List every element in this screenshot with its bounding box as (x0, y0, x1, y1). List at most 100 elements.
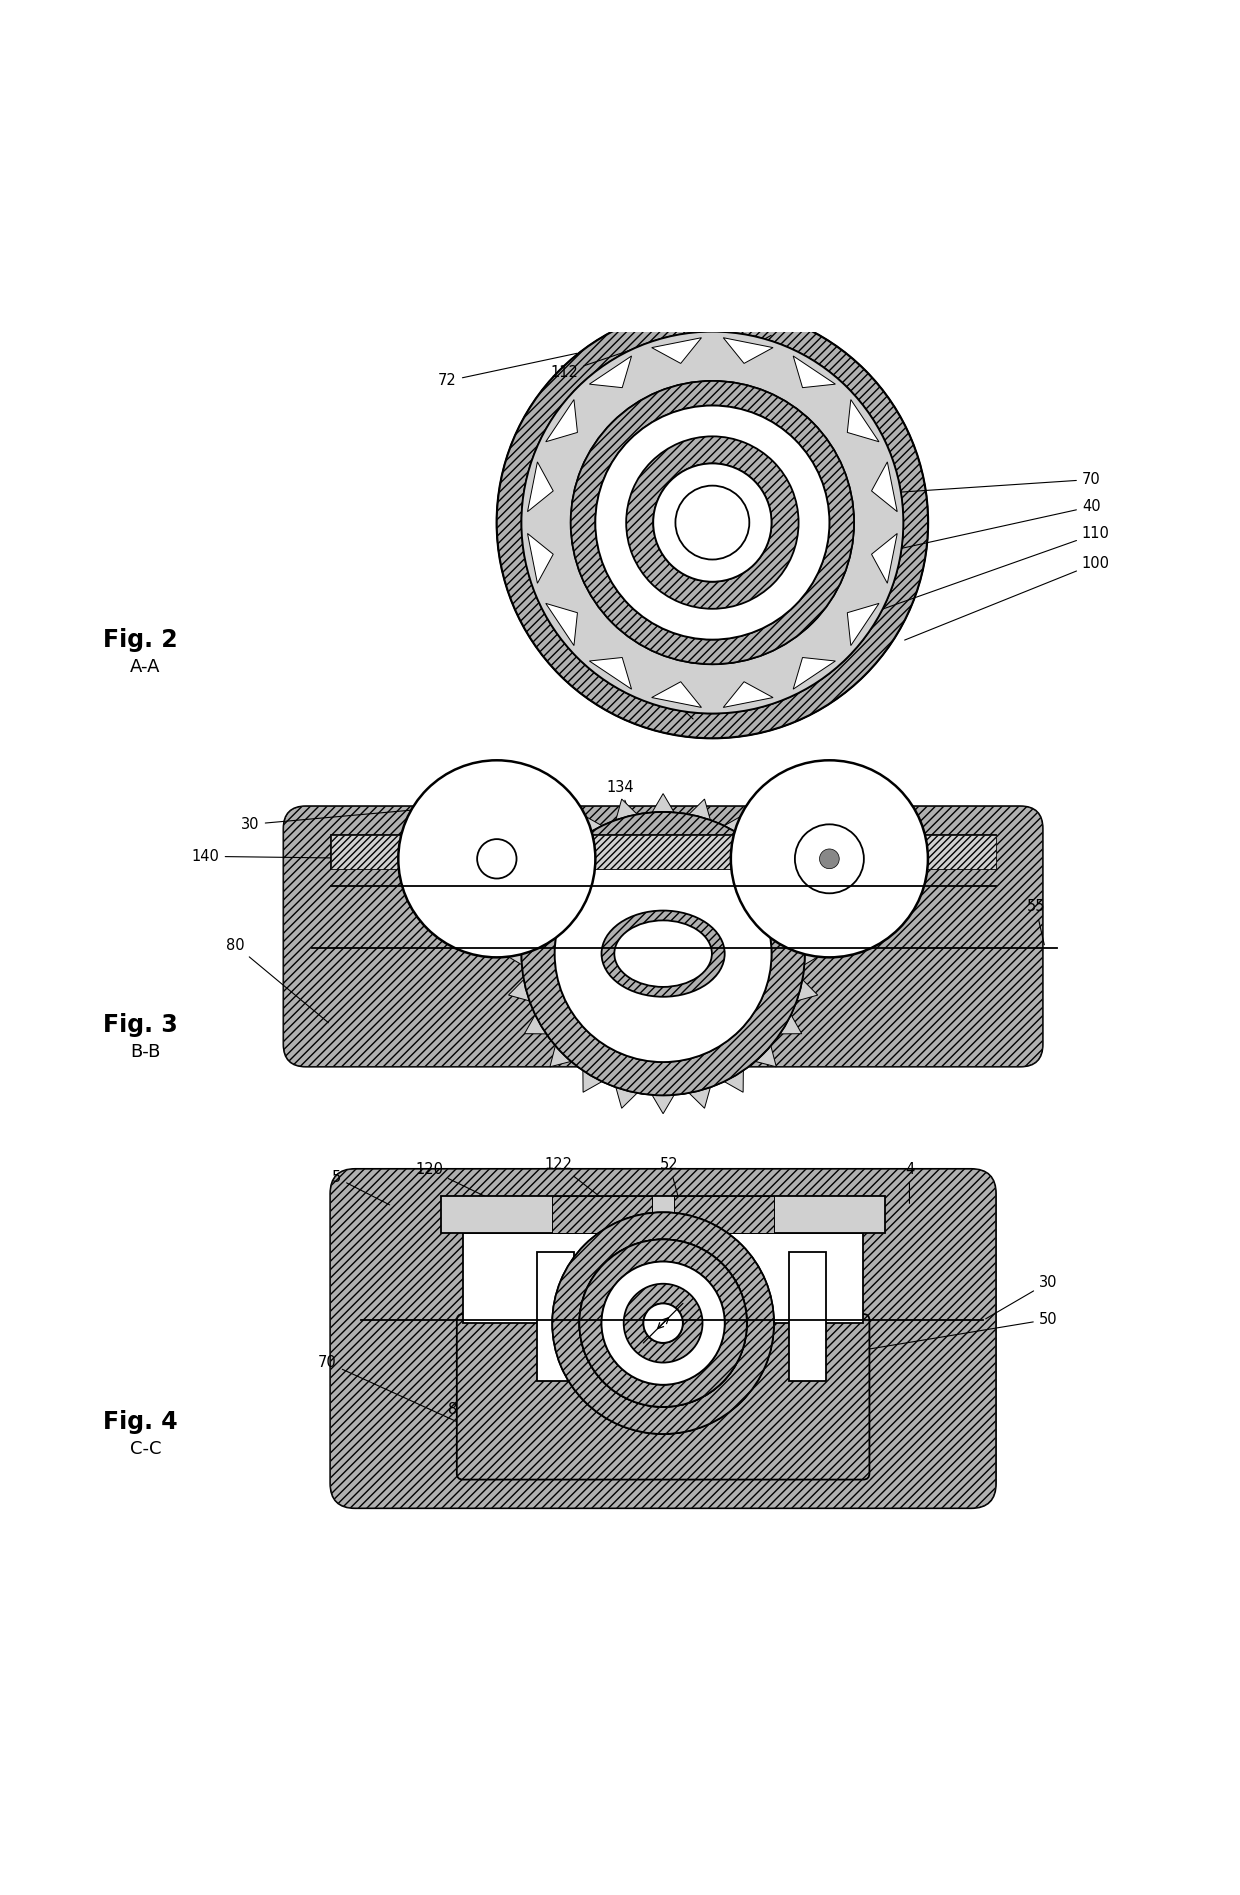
Polygon shape (546, 603, 578, 646)
Polygon shape (527, 462, 553, 512)
Bar (331, 836, 996, 870)
Polygon shape (652, 1095, 675, 1114)
Circle shape (579, 1239, 746, 1406)
Bar (331, 836, 996, 870)
FancyBboxPatch shape (331, 1169, 996, 1508)
Polygon shape (583, 815, 603, 838)
Text: 30: 30 (537, 1010, 611, 1031)
Polygon shape (652, 682, 702, 707)
Circle shape (570, 381, 854, 665)
Text: 40: 40 (828, 498, 1101, 565)
Text: 120: 120 (415, 1162, 521, 1213)
Polygon shape (675, 1196, 774, 1234)
Text: 122: 122 (544, 1156, 621, 1213)
Polygon shape (805, 942, 823, 965)
Polygon shape (549, 1046, 572, 1067)
Polygon shape (616, 1088, 637, 1109)
Polygon shape (794, 356, 836, 388)
Circle shape (644, 1304, 683, 1344)
Ellipse shape (614, 921, 712, 987)
Circle shape (497, 307, 928, 739)
Circle shape (522, 813, 805, 1095)
Text: 112: 112 (551, 337, 670, 379)
Ellipse shape (601, 911, 724, 997)
Text: A-A: A-A (130, 658, 160, 677)
Polygon shape (689, 800, 711, 821)
Polygon shape (755, 1046, 776, 1067)
Text: 80: 80 (226, 938, 329, 1023)
Circle shape (676, 485, 749, 559)
Text: Fig. 4: Fig. 4 (103, 1410, 177, 1435)
Text: 116: 116 (708, 335, 771, 370)
Text: 51: 51 (635, 1010, 697, 1031)
Text: B-B: B-B (130, 1042, 160, 1061)
Circle shape (820, 849, 839, 868)
Polygon shape (525, 1014, 547, 1035)
Polygon shape (780, 1014, 802, 1035)
Polygon shape (525, 874, 547, 893)
Polygon shape (796, 980, 817, 1001)
Text: 112: 112 (619, 618, 725, 707)
Text: 55: 55 (1027, 900, 1045, 946)
Circle shape (477, 839, 517, 879)
Circle shape (552, 1213, 774, 1435)
Circle shape (730, 760, 928, 957)
Bar (441, 1196, 885, 1234)
Polygon shape (552, 1196, 652, 1234)
Text: 70: 70 (797, 472, 1101, 498)
Polygon shape (723, 337, 773, 364)
Polygon shape (589, 658, 631, 690)
Text: 5: 5 (332, 1171, 389, 1205)
Text: 72: 72 (570, 605, 693, 718)
Text: 50: 50 (760, 1311, 1058, 1366)
Polygon shape (780, 874, 802, 893)
Text: 52: 52 (660, 1156, 682, 1213)
Text: 142: 142 (820, 777, 856, 798)
Polygon shape (503, 942, 522, 965)
Polygon shape (872, 534, 898, 584)
Polygon shape (652, 337, 702, 364)
Polygon shape (755, 841, 776, 862)
Polygon shape (796, 906, 817, 929)
Bar (790, 1253, 826, 1381)
Polygon shape (589, 356, 631, 388)
Circle shape (595, 406, 830, 641)
Polygon shape (724, 1071, 743, 1092)
Text: 72: 72 (438, 352, 577, 388)
Text: 146: 146 (446, 775, 506, 798)
Text: 100: 100 (905, 555, 1110, 641)
Text: 41: 41 (732, 356, 777, 387)
Text: 30: 30 (986, 1275, 1058, 1319)
Circle shape (554, 845, 771, 1061)
Circle shape (653, 464, 771, 582)
Text: 104: 104 (631, 352, 715, 379)
Polygon shape (723, 682, 773, 707)
Polygon shape (616, 800, 637, 821)
Polygon shape (652, 794, 675, 813)
Bar (463, 1234, 863, 1323)
Polygon shape (847, 400, 879, 442)
Polygon shape (508, 906, 529, 929)
Text: 70: 70 (319, 1355, 541, 1459)
Text: 134: 134 (606, 781, 650, 866)
Polygon shape (546, 400, 578, 442)
Polygon shape (583, 1071, 603, 1092)
FancyBboxPatch shape (331, 1169, 996, 1508)
Text: 110: 110 (849, 527, 1110, 622)
Polygon shape (794, 658, 836, 690)
Circle shape (601, 1262, 724, 1385)
FancyBboxPatch shape (456, 1313, 869, 1480)
Text: Fig. 2: Fig. 2 (103, 627, 177, 652)
Text: Fig. 3: Fig. 3 (103, 1014, 177, 1037)
Polygon shape (872, 462, 898, 512)
Circle shape (522, 332, 903, 714)
Circle shape (795, 824, 864, 893)
Polygon shape (847, 603, 879, 646)
Polygon shape (508, 980, 529, 1001)
FancyBboxPatch shape (284, 807, 1043, 1067)
Text: C-C: C-C (130, 1440, 161, 1457)
Polygon shape (527, 534, 553, 584)
Polygon shape (724, 815, 743, 838)
Bar (537, 1253, 574, 1381)
FancyBboxPatch shape (284, 807, 1043, 1067)
